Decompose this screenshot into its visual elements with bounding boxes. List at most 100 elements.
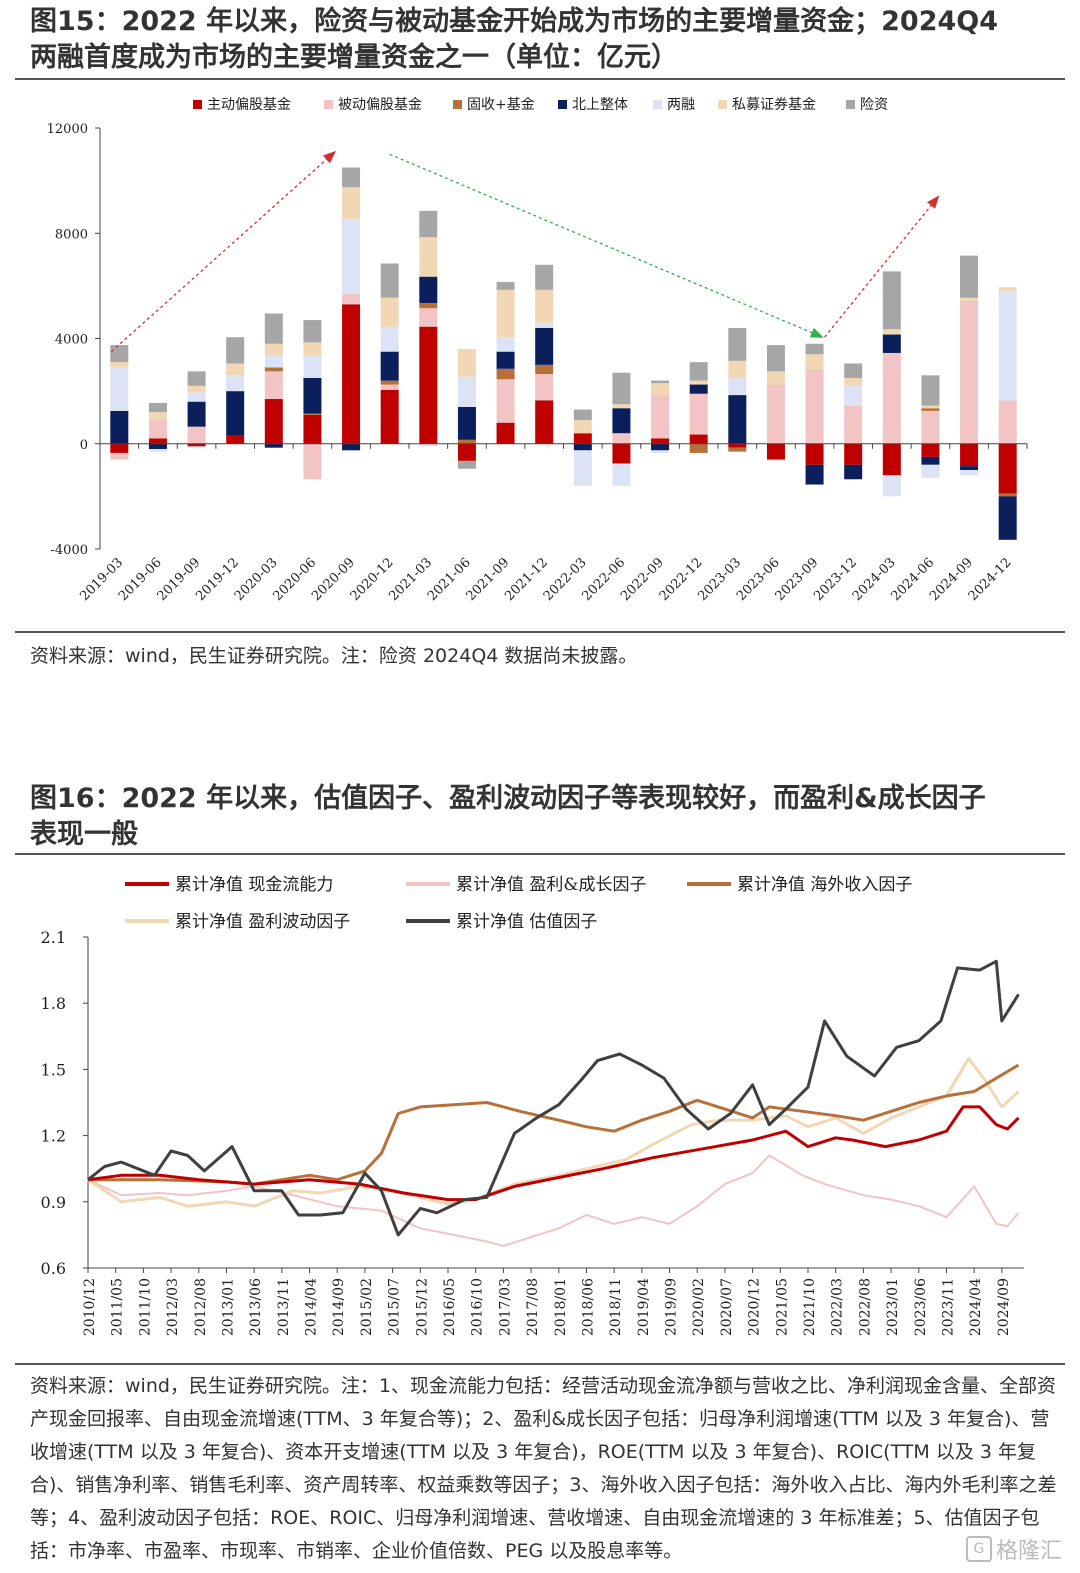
x-tick-label: 2021/10 bbox=[802, 1278, 818, 1336]
x-tick-label: 2015/12 bbox=[414, 1278, 430, 1336]
bar-segment bbox=[457, 443, 476, 461]
y-tick-label: 1.8 bbox=[41, 994, 66, 1013]
bar-segment bbox=[960, 443, 979, 467]
bar-segment bbox=[226, 391, 245, 436]
x-tick-label: 2020/07 bbox=[719, 1278, 735, 1336]
x-tick-label: 2015/02 bbox=[359, 1278, 375, 1336]
legend-label: 累计净值 盈利波动因子 bbox=[175, 912, 350, 932]
x-tick-label: 2023/06 bbox=[913, 1278, 929, 1336]
y-tick-label: 0.9 bbox=[41, 1193, 66, 1212]
x-tick-label: 2024/09 bbox=[996, 1278, 1012, 1336]
bar-segment bbox=[380, 263, 399, 298]
legend-swatch bbox=[846, 100, 855, 109]
bar-segment bbox=[573, 420, 592, 434]
y-tick-label: 0.6 bbox=[41, 1259, 66, 1278]
bar-segment bbox=[651, 395, 670, 439]
bar-segment bbox=[226, 363, 245, 376]
watermark-text: 格隆汇 bbox=[995, 1539, 1062, 1564]
bar-segment bbox=[998, 400, 1017, 444]
x-tick-label: 2014/04 bbox=[304, 1278, 320, 1336]
bar-segment bbox=[960, 297, 979, 301]
x-tick-label: 2020/02 bbox=[691, 1278, 707, 1336]
fig15-source-note: 资料来源：wind，民生证券研究院。注：险资 2024Q4 数据尚未披露。 bbox=[30, 645, 638, 667]
y-tick-label: -4000 bbox=[51, 543, 88, 558]
bar-segment bbox=[651, 380, 670, 384]
bar-segment bbox=[380, 326, 399, 352]
x-tick-label: 2011/10 bbox=[137, 1278, 153, 1336]
bar-segment bbox=[960, 255, 979, 298]
bar-segment bbox=[573, 443, 592, 451]
bar-segment bbox=[457, 349, 476, 377]
bar-segment bbox=[612, 404, 631, 409]
bar-segment bbox=[496, 368, 515, 380]
bar-segment bbox=[148, 449, 167, 452]
bar-segment bbox=[264, 367, 283, 372]
x-tick-label: 2022/08 bbox=[857, 1278, 873, 1336]
fig16-source-note: 资料来源：wind，民生证券研究院。注：1、现金流能力包括：经营活动现金流净额与… bbox=[30, 1375, 1057, 1562]
bar-segment bbox=[651, 443, 670, 451]
legend-swatch bbox=[453, 100, 462, 109]
bar-segment bbox=[689, 434, 708, 444]
legend-label: 被动偏股基金 bbox=[338, 96, 422, 113]
bar-segment bbox=[766, 371, 785, 385]
legend-label: 两融 bbox=[667, 97, 695, 113]
bar-segment bbox=[998, 291, 1017, 401]
bar-segment bbox=[303, 320, 322, 343]
bar-segment bbox=[612, 408, 631, 434]
bar-segment bbox=[535, 364, 554, 375]
legend-label: 私募证券基金 bbox=[732, 96, 816, 113]
fig16-title-line1: 图16：2022 年以来，估值因子、盈利波动因子等表现较好，而盈利&成长因子 bbox=[30, 783, 986, 814]
bar-segment bbox=[303, 413, 322, 415]
y-tick-label: 4000 bbox=[55, 333, 88, 348]
x-tick-label: 2010/12 bbox=[82, 1278, 98, 1336]
x-tick-label: 2023/11 bbox=[940, 1278, 956, 1336]
bar-segment bbox=[264, 443, 283, 448]
y-tick-label: 1.2 bbox=[41, 1127, 66, 1146]
bar-segment bbox=[303, 414, 322, 444]
legend-swatch bbox=[653, 100, 662, 109]
bar-segment bbox=[805, 443, 824, 465]
x-tick-label: 2018/06 bbox=[580, 1278, 596, 1336]
bar-segment bbox=[380, 384, 399, 390]
bar-segment bbox=[921, 408, 940, 411]
bar-segment bbox=[844, 443, 863, 465]
bar-segment bbox=[342, 167, 361, 188]
bar-segment bbox=[998, 493, 1017, 497]
bar-segment bbox=[882, 475, 901, 497]
bar-segment bbox=[766, 345, 785, 372]
legend-label: 固收+基金 bbox=[467, 96, 535, 113]
x-tick-label: 2015/07 bbox=[387, 1278, 403, 1336]
bar-segment bbox=[960, 300, 979, 444]
bar-segment bbox=[496, 379, 515, 423]
bar-segment bbox=[651, 450, 670, 453]
bar-segment bbox=[921, 375, 940, 406]
legend-label: 险资 bbox=[860, 97, 888, 113]
x-tick-label: 2016/05 bbox=[442, 1278, 458, 1336]
series-line bbox=[87, 959, 1020, 1237]
bar-segment bbox=[380, 380, 399, 385]
x-tick-label: 2013/01 bbox=[220, 1278, 236, 1336]
bar-segment bbox=[882, 329, 901, 335]
bar-segment bbox=[264, 313, 283, 344]
bar-segment bbox=[921, 405, 940, 409]
bar-segment bbox=[187, 385, 206, 393]
x-tick-label: 2019/04 bbox=[636, 1278, 652, 1336]
bar-segment bbox=[651, 438, 670, 444]
bar-segment bbox=[419, 326, 438, 444]
bar-segment bbox=[110, 452, 129, 460]
x-tick-label: 2016/10 bbox=[470, 1278, 486, 1336]
bar-segment bbox=[689, 362, 708, 381]
trend-arrow-up bbox=[824, 195, 940, 338]
series-line bbox=[88, 1063, 1020, 1186]
bar-segment bbox=[148, 402, 167, 413]
y-tick-label: 12000 bbox=[47, 122, 88, 137]
x-tick-label: 2018/01 bbox=[553, 1278, 569, 1336]
x-tick-label: 2011/05 bbox=[110, 1278, 126, 1336]
bar-segment bbox=[226, 375, 245, 392]
bar-segment bbox=[844, 363, 863, 378]
bar-segment bbox=[419, 308, 438, 327]
bar-segment bbox=[844, 385, 863, 406]
bar-segment bbox=[264, 399, 283, 444]
bar-segment bbox=[419, 276, 438, 303]
bar-segment bbox=[419, 302, 438, 309]
